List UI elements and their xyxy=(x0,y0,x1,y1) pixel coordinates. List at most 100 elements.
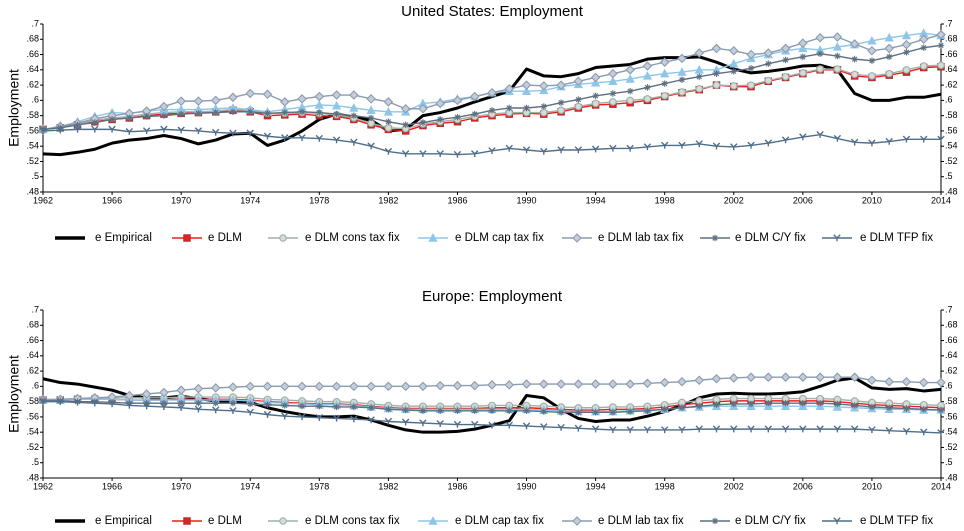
y-tick-label: .62 xyxy=(26,79,39,89)
x-tick-label: 1970 xyxy=(171,481,191,491)
marker xyxy=(696,73,703,80)
marker xyxy=(660,426,669,434)
marker xyxy=(452,95,463,106)
marker xyxy=(730,425,738,433)
marker xyxy=(591,425,600,433)
marker xyxy=(56,126,64,134)
marker xyxy=(349,90,359,100)
marker xyxy=(523,104,530,112)
marker xyxy=(644,84,651,91)
y-tick-label: .6 xyxy=(31,95,39,105)
marker xyxy=(159,101,169,112)
marker xyxy=(229,399,237,407)
marker xyxy=(505,144,513,152)
legend-label: e DLM cap tax fix xyxy=(455,232,544,244)
marker xyxy=(521,80,532,90)
y-tick-label: .68 xyxy=(26,34,39,44)
marker xyxy=(332,136,341,144)
marker xyxy=(730,82,738,90)
marker xyxy=(366,94,376,104)
marker xyxy=(850,138,859,146)
marker xyxy=(281,134,289,141)
marker xyxy=(418,381,428,392)
marker xyxy=(937,429,945,437)
marker xyxy=(574,102,583,111)
marker xyxy=(141,389,152,399)
y-tick-label: .56 xyxy=(26,411,39,421)
legend-label: e DLM xyxy=(208,232,242,244)
marker xyxy=(383,97,394,107)
legend-label: e DLM TFP fix xyxy=(860,515,933,527)
y-tick-label: .68 xyxy=(26,320,39,330)
marker xyxy=(471,407,478,414)
marker xyxy=(176,96,186,106)
marker xyxy=(229,108,237,116)
x-tick-label: 1998 xyxy=(655,481,675,491)
panel: Europe: Employment Employment .48 .48 .5 .5 .5… xyxy=(6,288,958,527)
marker xyxy=(262,89,273,100)
y-tick-label: .52 xyxy=(26,156,39,166)
marker xyxy=(367,114,375,122)
marker xyxy=(626,88,634,95)
marker xyxy=(315,413,324,421)
marker xyxy=(851,402,858,409)
marker xyxy=(91,119,99,126)
x-tick-label: 2006 xyxy=(793,195,813,205)
y-tick-label: .7 xyxy=(945,304,953,314)
marker xyxy=(557,409,565,416)
marker xyxy=(488,407,496,414)
x-tick-label: 1982 xyxy=(378,481,398,491)
marker xyxy=(540,423,548,431)
marker xyxy=(556,80,566,90)
y-tick-label: .5 xyxy=(945,171,953,181)
marker xyxy=(142,127,151,135)
legend-label: e DLM xyxy=(208,515,242,527)
marker xyxy=(765,399,772,407)
marker xyxy=(729,58,739,68)
marker xyxy=(488,147,496,154)
marker xyxy=(316,109,323,116)
y-tick-label: .5 xyxy=(945,457,953,467)
marker xyxy=(522,422,531,430)
marker xyxy=(556,379,566,389)
marker xyxy=(849,372,860,382)
y-tick-label: .5 xyxy=(31,457,39,467)
marker xyxy=(540,147,548,155)
marker xyxy=(262,381,273,392)
marker xyxy=(659,57,670,67)
marker xyxy=(575,409,582,416)
marker xyxy=(850,70,859,79)
marker xyxy=(245,381,256,392)
marker xyxy=(798,43,808,53)
marker xyxy=(126,114,133,122)
y-tick-label: .68 xyxy=(945,320,958,330)
marker xyxy=(661,80,668,87)
marker xyxy=(228,382,238,392)
marker xyxy=(884,32,894,42)
marker xyxy=(539,81,549,91)
marker xyxy=(193,96,204,106)
marker xyxy=(419,119,427,126)
marker xyxy=(281,402,288,409)
x-tick-label: 1962 xyxy=(33,195,53,205)
marker xyxy=(936,29,946,40)
marker xyxy=(212,399,219,407)
marker xyxy=(781,72,790,81)
legend-marker xyxy=(183,234,191,242)
marker xyxy=(366,381,376,392)
marker xyxy=(747,81,755,89)
y-tick-label: .54 xyxy=(26,141,39,151)
marker xyxy=(487,87,497,98)
marker xyxy=(400,103,411,114)
marker xyxy=(609,426,617,434)
marker xyxy=(678,88,686,96)
marker xyxy=(660,92,669,100)
x-tick-label: 1974 xyxy=(240,195,260,205)
marker xyxy=(331,100,342,110)
marker xyxy=(694,48,705,58)
marker xyxy=(436,407,444,414)
marker xyxy=(798,38,808,48)
y-tick-label: .52 xyxy=(945,442,958,452)
legend-label: e DLM cap tax fix xyxy=(455,515,544,527)
y-tick-label: .48 xyxy=(26,186,39,196)
